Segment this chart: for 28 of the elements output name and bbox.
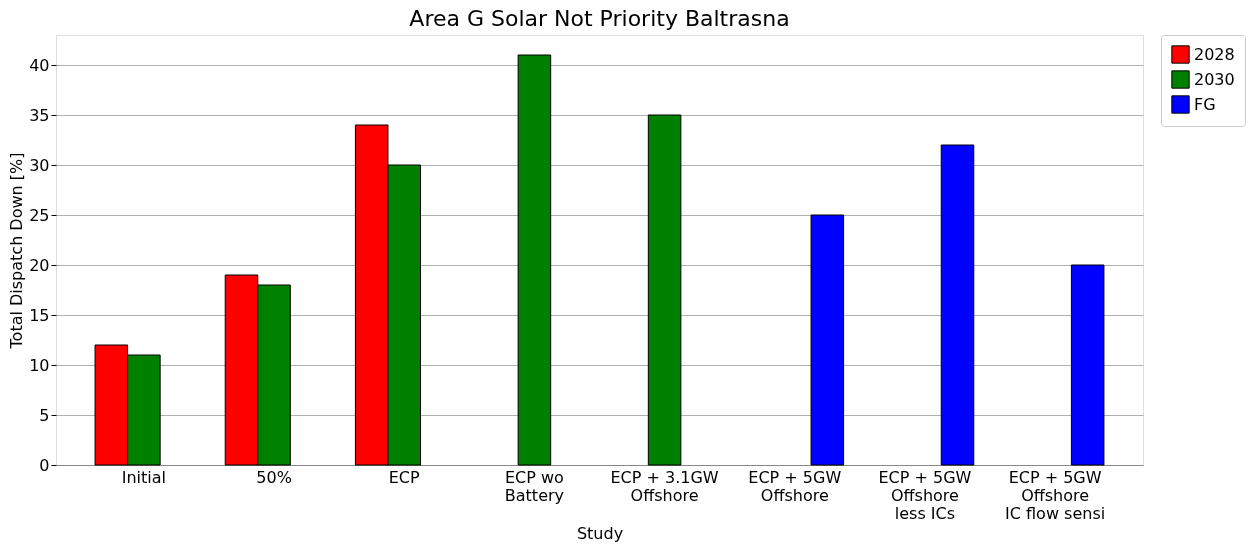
x-tick-label: ECP + 5GW Offshore bbox=[748, 467, 842, 505]
x-tick-label: 50% bbox=[256, 467, 292, 487]
y-tick-label: 35 bbox=[29, 105, 50, 125]
bar bbox=[517, 54, 552, 466]
y-tick-label: 20 bbox=[29, 255, 50, 275]
y-tick-label: 5 bbox=[39, 405, 50, 425]
x-tick-label: ECP + 3.1GW Offshore bbox=[610, 467, 719, 505]
bar bbox=[647, 114, 682, 466]
y-tick-label: 15 bbox=[29, 305, 50, 325]
legend-label: FG bbox=[1194, 94, 1216, 114]
x-tick-label: ECP bbox=[388, 467, 421, 487]
x-tick-label: ECP + 5GW Offshore IC flow sensi bbox=[1005, 467, 1106, 523]
y-tick-label: 40 bbox=[29, 55, 50, 75]
y-tick-label: 30 bbox=[29, 155, 50, 175]
x-tick-label: ECP wo Battery bbox=[504, 467, 565, 505]
y-tick-label: 0 bbox=[39, 455, 50, 475]
x-tick-label: Initial bbox=[121, 467, 167, 487]
y-axis-title: Total Dispatch Down [%] bbox=[7, 152, 27, 350]
x-tick-label: ECP + 5GW Offshore less ICs bbox=[878, 467, 972, 523]
x-axis-title: Study bbox=[576, 523, 624, 543]
chart-title: Area G Solar Not Priority Baltrasna bbox=[409, 6, 790, 31]
y-tick-label: 25 bbox=[29, 205, 50, 225]
bar bbox=[1070, 264, 1105, 466]
bar bbox=[940, 144, 975, 466]
legend-label: 2028 bbox=[1194, 44, 1235, 64]
bar bbox=[810, 214, 845, 466]
legend-label: 2030 bbox=[1194, 69, 1235, 89]
y-tick-label: 10 bbox=[29, 355, 50, 375]
